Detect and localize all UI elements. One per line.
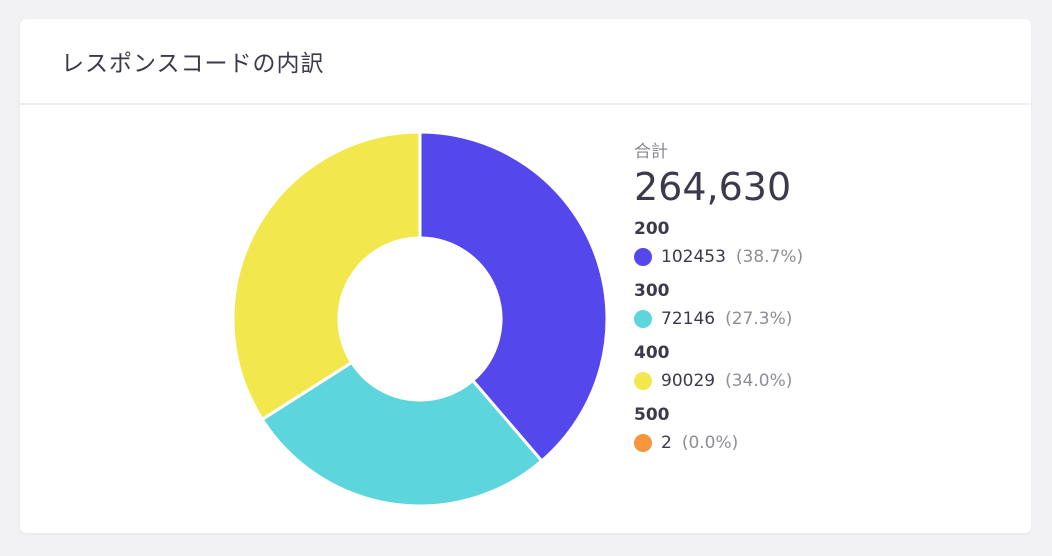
- legend-color-dot-icon: [634, 310, 652, 328]
- legend-count: 102453: [661, 247, 726, 267]
- legend-item: 300 72146 (27.3%): [634, 280, 803, 330]
- legend: 合計 264,630 200 102453 (38.7%) 300 72146 …: [634, 137, 803, 466]
- legend-code: 300: [634, 281, 670, 301]
- legend-code: 400: [634, 343, 670, 363]
- total-label: 合計: [634, 142, 668, 162]
- legend-item: 500 2 (0.0%): [634, 404, 803, 454]
- legend-percent: (38.7%): [735, 247, 804, 267]
- donut-chart: [232, 131, 608, 507]
- legend-count: 72146: [661, 309, 716, 329]
- card-header: レスポンスコードの内訳: [20, 19, 1031, 105]
- legend-percent: (0.0%): [681, 433, 739, 453]
- legend-code: 200: [634, 219, 670, 239]
- donut-segment-300[interactable]: [260, 360, 544, 507]
- legend-item: 200 102453 (38.7%): [634, 218, 803, 268]
- legend-percent: (34.0%): [725, 371, 793, 391]
- donut-segment-200[interactable]: [418, 131, 608, 464]
- response-code-card: レスポンスコードの内訳 合計 264,630 200 102453 (38.7%…: [20, 19, 1031, 533]
- legend-code: 500: [634, 405, 670, 425]
- donut-segment-400[interactable]: [232, 131, 422, 422]
- legend-color-dot-icon: [634, 248, 652, 266]
- legend-color-dot-icon: [634, 372, 652, 390]
- legend-count: 2: [661, 433, 672, 453]
- legend-color-dot-icon: [634, 434, 652, 452]
- legend-count: 90029: [661, 371, 716, 391]
- legend-item: 400 90029 (34.0%): [634, 342, 803, 392]
- legend-percent: (27.3%): [725, 309, 793, 329]
- card-title: レスポンスコードの内訳: [61, 51, 325, 77]
- total-value: 264,630: [634, 165, 792, 209]
